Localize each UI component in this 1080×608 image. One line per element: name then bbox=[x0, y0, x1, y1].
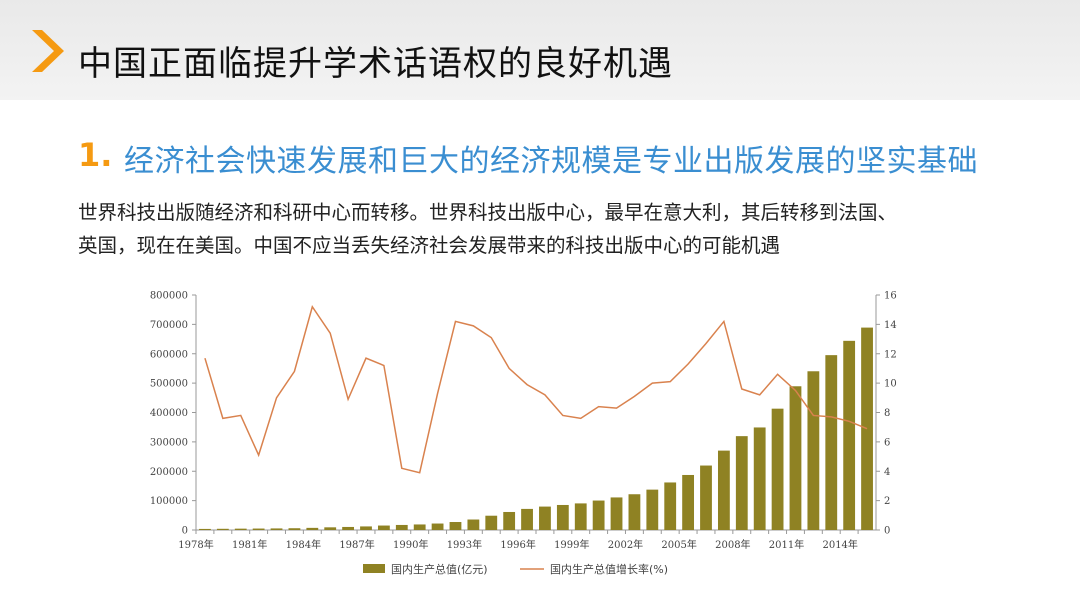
y-right-tick-label: 0 bbox=[884, 526, 890, 537]
gdp-bar bbox=[342, 526, 355, 530]
y-right-tick-label: 16 bbox=[884, 291, 897, 302]
x-tick-label: 1978年 bbox=[178, 538, 213, 551]
x-tick-label: 2011年 bbox=[769, 538, 804, 551]
gdp-bar bbox=[682, 474, 695, 530]
gdp-bar bbox=[413, 524, 426, 530]
y-left-tick-label: 700000 bbox=[150, 320, 188, 331]
gdp-bar bbox=[377, 525, 390, 530]
x-tick-label: 1981年 bbox=[232, 538, 267, 551]
gdp-bar bbox=[861, 327, 873, 530]
gdp-bar bbox=[735, 436, 748, 530]
gdp-bar bbox=[700, 465, 712, 530]
x-tick-label: 2008年 bbox=[715, 538, 750, 551]
x-tick-label: 1993年 bbox=[447, 538, 482, 551]
x-tick-label: 2002年 bbox=[608, 538, 643, 551]
gdp-bar bbox=[789, 386, 802, 530]
gdp-bar bbox=[646, 489, 659, 530]
x-tick-label: 1996年 bbox=[500, 538, 535, 551]
subtitle: 经济社会快速发展和巨大的经济规模是专业出版发展的坚实基础 bbox=[124, 144, 978, 179]
gdp-bar bbox=[574, 503, 587, 530]
gdp-bar bbox=[503, 511, 516, 530]
gdp-bar bbox=[539, 506, 551, 530]
gdp-bar bbox=[467, 519, 480, 530]
body-line-2: 英国，现在在美国。中国不应当丢失经济社会发展带来的科技出版中心的可能机遇 bbox=[78, 234, 781, 257]
legend-label-gdp: 国内生产总值(亿元) bbox=[391, 562, 488, 576]
y-left-tick-label: 500000 bbox=[150, 379, 188, 390]
chevron-right-icon bbox=[32, 30, 64, 72]
x-tick-label: 1984年 bbox=[286, 538, 321, 551]
y-right-tick-label: 12 bbox=[884, 349, 897, 360]
x-tick-label: 1999年 bbox=[554, 538, 589, 551]
subtitle-number: 1. bbox=[78, 136, 113, 174]
legend-label-growth: 国内生产总值增长率(%) bbox=[550, 562, 668, 576]
growth-rate-line bbox=[204, 304, 868, 474]
gdp-bar bbox=[199, 528, 211, 530]
x-tick-label: 1987年 bbox=[339, 538, 374, 551]
title-bar bbox=[0, 0, 1080, 100]
y-right-tick-label: 8 bbox=[884, 408, 890, 419]
x-tick-label: 2014年 bbox=[822, 538, 857, 551]
slide-title: 中国正面临提升学术话语权的良好机遇 bbox=[78, 44, 673, 84]
gdp-bar bbox=[664, 482, 677, 530]
x-tick-label: 2005年 bbox=[661, 538, 696, 551]
gdp-bar bbox=[288, 528, 301, 530]
y-right-tick-label: 6 bbox=[884, 437, 890, 448]
y-left-tick-label: 400000 bbox=[150, 408, 188, 419]
gdp-bar bbox=[324, 527, 337, 530]
y-left-tick-label: 300000 bbox=[150, 437, 188, 448]
gdp-bar bbox=[270, 528, 283, 530]
y-right-tick-label: 2 bbox=[884, 496, 890, 507]
y-right-tick-label: 14 bbox=[884, 320, 897, 331]
gdp-bar bbox=[771, 408, 784, 530]
gdp-bar bbox=[360, 526, 372, 530]
gdp-bar bbox=[825, 355, 838, 530]
y-right-tick-label: 10 bbox=[884, 379, 897, 390]
legend-swatch-gdp bbox=[363, 564, 385, 573]
gdp-bar bbox=[807, 371, 820, 530]
gdp-bar bbox=[521, 508, 533, 530]
gdp-bar bbox=[556, 504, 569, 530]
gdp-bar bbox=[717, 450, 730, 530]
gdp-bar bbox=[485, 515, 498, 530]
gdp-bar bbox=[610, 497, 623, 530]
x-tick-label: 1990年 bbox=[393, 538, 428, 551]
gdp-bar bbox=[449, 522, 462, 530]
gdp-bar bbox=[592, 500, 605, 530]
y-left-tick-label: 0 bbox=[182, 526, 188, 537]
gdp-bar bbox=[306, 527, 319, 530]
gdp-bar bbox=[431, 523, 444, 530]
y-left-tick-label: 800000 bbox=[150, 291, 188, 302]
gdp-bar bbox=[252, 528, 265, 530]
body-line-1: 世界科技出版随经济和科研中心而转移。世界科技出版中心，最早在意大利，其后转移到法… bbox=[78, 201, 898, 224]
gdp-bar bbox=[628, 494, 641, 530]
gdp-bar bbox=[234, 528, 247, 530]
body-text: 世界科技出版随经济和科研中心而转移。世界科技出版中心，最早在意大利，其后转移到法… bbox=[78, 196, 1038, 262]
y-left-tick-label: 600000 bbox=[150, 349, 188, 360]
y-right-tick-label: 4 bbox=[884, 467, 890, 478]
gdp-bar bbox=[843, 340, 856, 530]
gdp-bar bbox=[753, 427, 766, 530]
gdp-bar bbox=[216, 528, 229, 530]
y-left-tick-label: 100000 bbox=[150, 496, 188, 507]
gdp-bar bbox=[395, 524, 408, 530]
y-left-tick-label: 200000 bbox=[150, 467, 188, 478]
